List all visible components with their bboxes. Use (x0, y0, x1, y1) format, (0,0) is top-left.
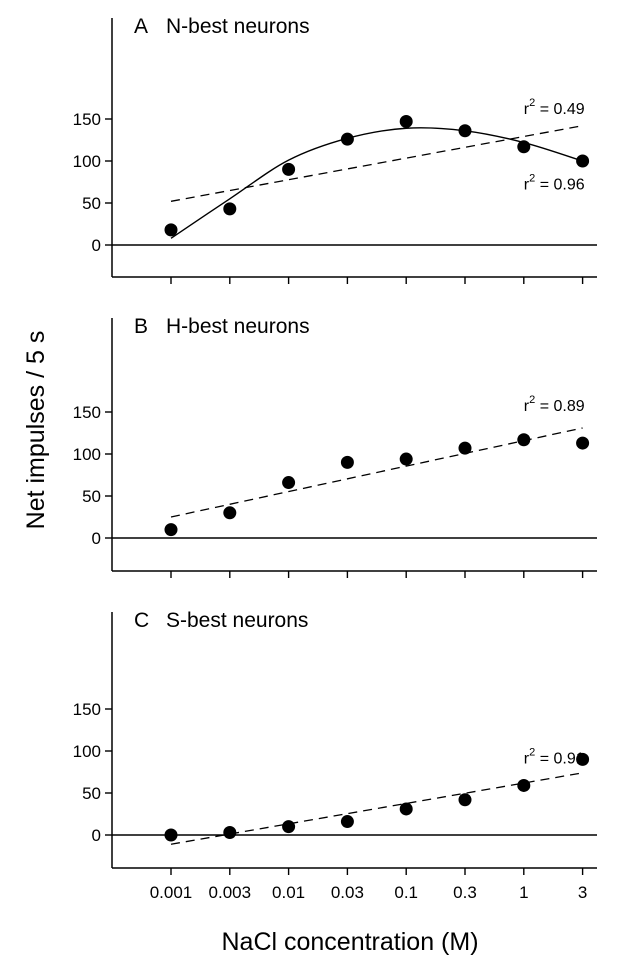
panel-title: H-best neurons (166, 315, 310, 338)
data-point (458, 793, 472, 807)
r-squared-part: r (524, 398, 530, 415)
data-point (399, 452, 413, 466)
data-point (399, 802, 413, 816)
r-squared-label: r2 = 0.49 (524, 97, 585, 118)
shared-x-axis: 0.001 0.003 0.01 0.03 0.1 0.3 1 3 (150, 883, 588, 902)
y-tick-label: 150 (73, 403, 101, 422)
r-squared-label: r2 = 0.91 (524, 747, 585, 768)
panel-b: 0 50 100 150 B H-best neurons r2 = 0.89 (73, 315, 597, 578)
data-point (164, 223, 178, 237)
data-point (282, 162, 296, 176)
r-squared-label: r2 = 0.89 (524, 394, 585, 415)
panel-title: S-best neurons (166, 609, 308, 632)
y-tick-label: 100 (73, 152, 101, 171)
r-squared-part: r (524, 751, 530, 768)
y-tick-label: 100 (73, 742, 101, 761)
panel-letter: B (134, 315, 148, 338)
linear-fit-line (170, 427, 583, 518)
r-squared-part: r (524, 177, 530, 194)
panel-letter: C (134, 609, 149, 632)
x-axis-title: NaCl concentration (M) (221, 928, 478, 956)
x-tick-label: 0.01 (272, 883, 305, 902)
r-squared-part: = 0.96 (535, 177, 584, 194)
r-squared-part: = 0.49 (535, 101, 584, 118)
data-point (340, 455, 354, 469)
x-tick-label: 0.001 (150, 883, 193, 902)
r-squared-part: r (524, 101, 530, 118)
data-point (517, 433, 531, 447)
data-point (282, 820, 296, 834)
data-point (399, 115, 413, 129)
data-point (576, 752, 590, 766)
y-axis-title: Net impulses / 5 s (22, 331, 50, 530)
y-tick-label: 100 (73, 445, 101, 464)
r-squared-part: 2 (529, 97, 535, 109)
data-point (223, 825, 237, 839)
y-tick-label: 150 (73, 700, 101, 719)
x-tick-label: 0.3 (453, 883, 477, 902)
x-tick-label: 0.003 (209, 883, 252, 902)
y-tick-label: 0 (92, 826, 101, 845)
data-point (517, 140, 531, 154)
r-squared-part: 2 (529, 394, 535, 406)
y-tick-label: 0 (92, 236, 101, 255)
quadratic-fit-curve (170, 127, 583, 239)
y-tick-label: 50 (82, 194, 101, 213)
data-point (223, 506, 237, 520)
panel-c: 0 50 100 150 C S-best neurons r2 = 0.91 (73, 609, 597, 875)
data-point (517, 778, 531, 792)
r-squared-part: 2 (529, 747, 535, 759)
data-point (164, 828, 178, 842)
data-point (282, 476, 296, 490)
data-point (223, 202, 237, 216)
x-tick-label: 1 (519, 883, 528, 902)
panel-letter: A (134, 15, 148, 38)
x-tick-label: 3 (578, 883, 587, 902)
panel-title: N-best neurons (166, 15, 310, 38)
data-point (576, 154, 590, 168)
data-point (576, 436, 590, 450)
x-tick-label: 0.03 (331, 883, 364, 902)
linear-fit-line (170, 125, 583, 202)
y-tick-label: 0 (92, 529, 101, 548)
y-tick-label: 50 (82, 487, 101, 506)
y-tick-label: 50 (82, 784, 101, 803)
data-point (458, 124, 472, 138)
r-squared-label: r2 = 0.96 (524, 173, 585, 194)
data-point (164, 523, 178, 537)
data-point (340, 132, 354, 146)
x-tick-label: 0.1 (394, 883, 418, 902)
r-squared-part: = 0.89 (535, 398, 584, 415)
linear-fit-line (170, 772, 583, 845)
r-squared-part: = 0.91 (535, 751, 584, 768)
r-squared-part: 2 (529, 173, 535, 185)
data-point (458, 441, 472, 455)
data-point (340, 815, 354, 829)
y-tick-label: 150 (73, 110, 101, 129)
